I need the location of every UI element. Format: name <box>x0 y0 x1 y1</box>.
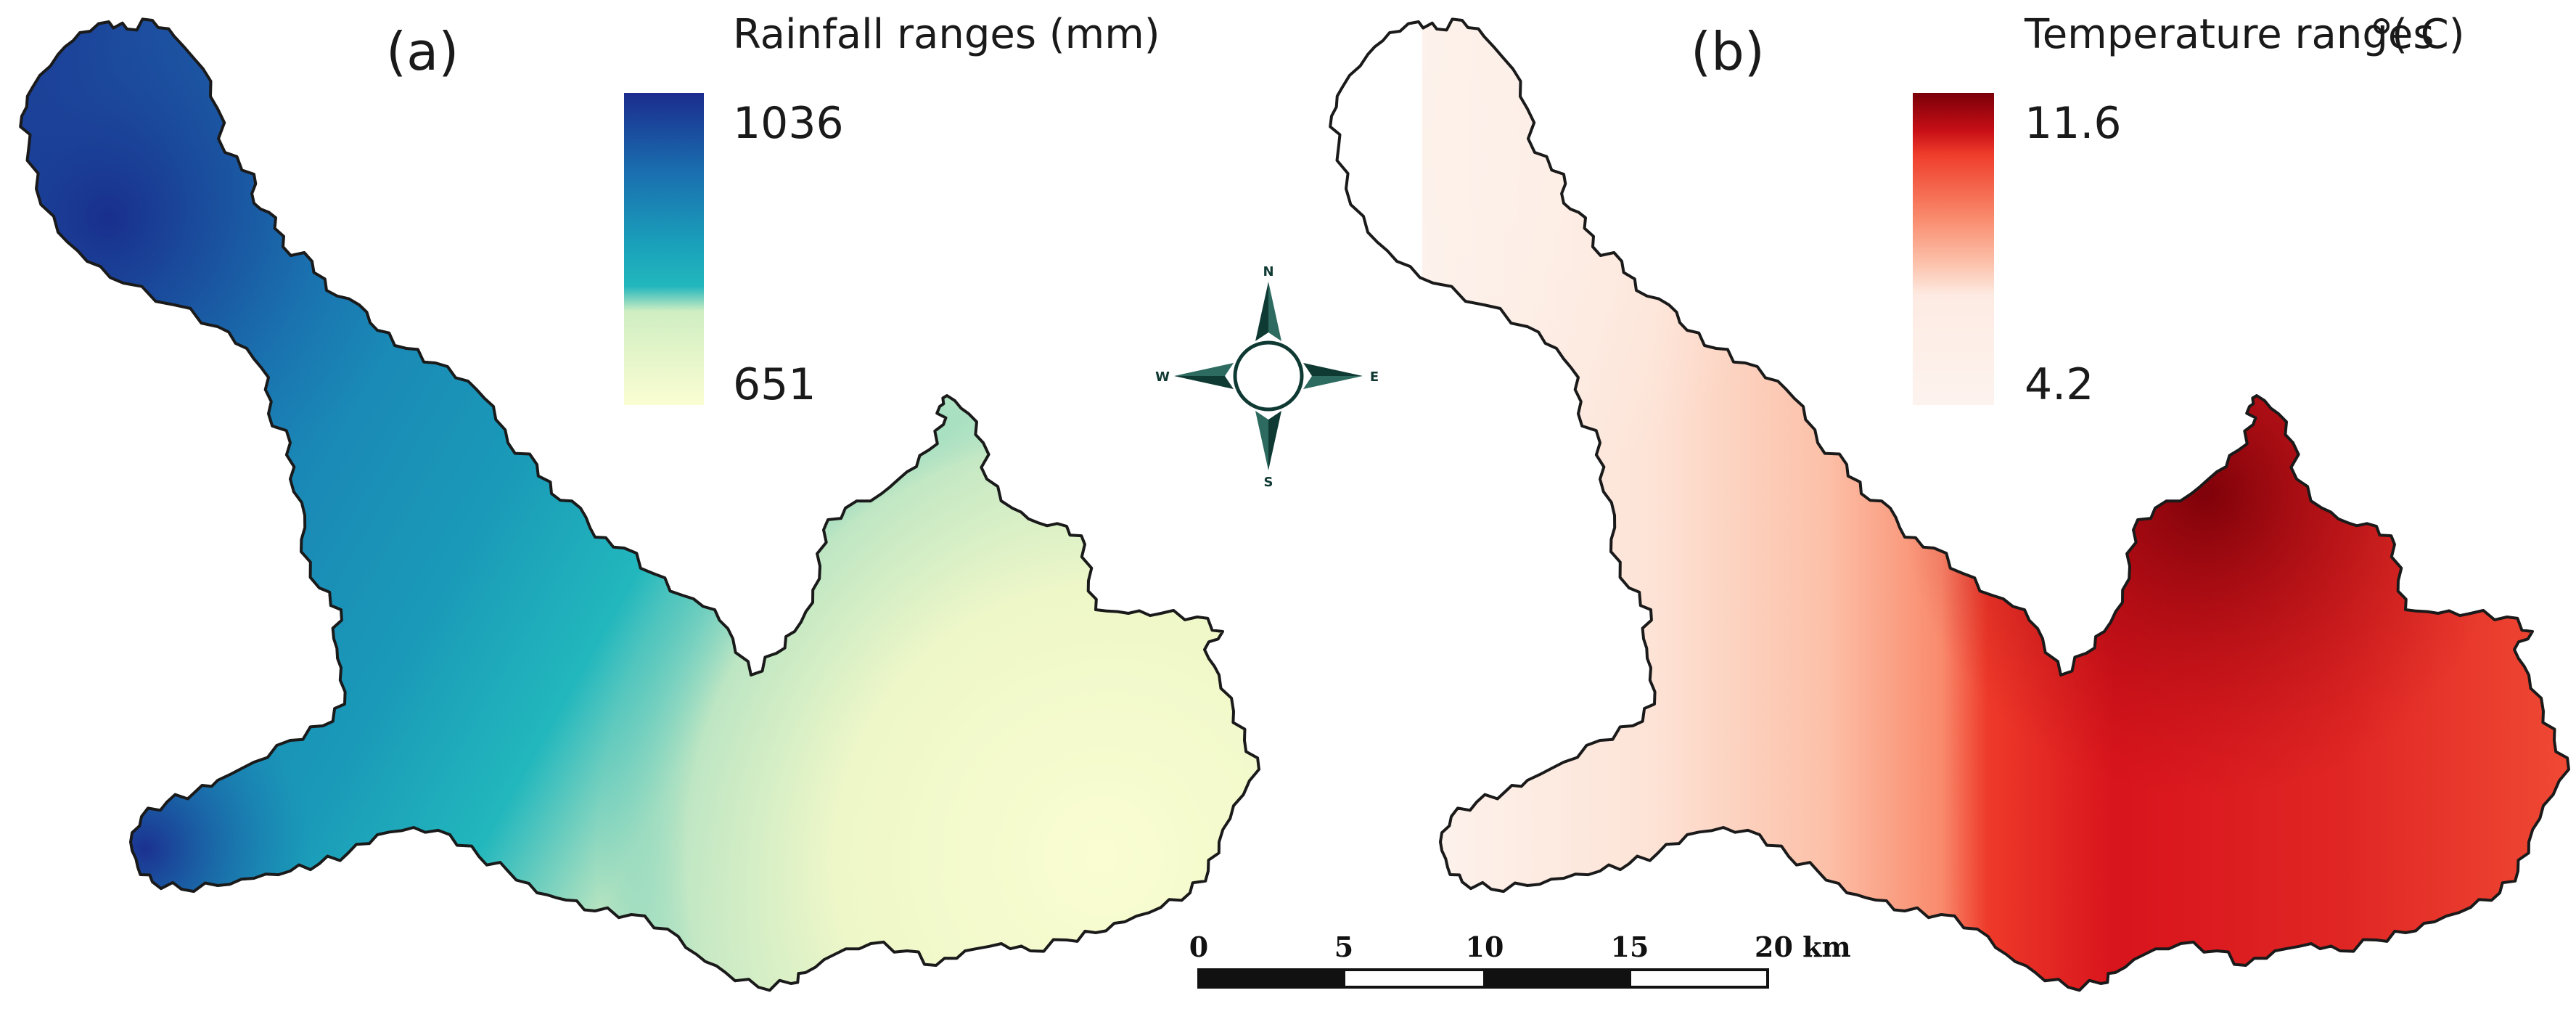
scale-tick-20: 20 km <box>1755 931 1851 963</box>
rainfall-legend-min: 651 <box>733 359 816 410</box>
temperature-legend-title: Temperature ranges <box>2024 11 2435 58</box>
scale-tick-5: 5 <box>1334 931 1353 963</box>
compass-w: W <box>1155 369 1170 385</box>
scale-segment <box>1628 968 1769 989</box>
panel-label-b: (b) <box>1691 21 1765 82</box>
north-arrow: N S W E <box>1155 264 1379 490</box>
temperature-legend-min: 4.2 <box>2025 359 2093 410</box>
watershed-boundary-b <box>1329 17 2570 992</box>
compass-star-icon <box>1174 282 1363 470</box>
temperature-legend-max: 11.6 <box>2025 98 2122 149</box>
scale-segment <box>1485 970 1630 987</box>
scale-segment <box>1342 968 1486 989</box>
temperature-legend-bar <box>1913 93 1994 405</box>
degree-symbol <box>2374 18 2390 34</box>
scale-bar: 0 5 10 15 20 km <box>1189 931 1851 989</box>
scale-segment <box>1199 970 1344 987</box>
scale-frame <box>1197 968 1769 989</box>
scale-tick-0: 0 <box>1189 931 1208 963</box>
temperature-legend-unit: ( C) <box>2392 11 2465 58</box>
scale-tick-10: 10 <box>1466 931 1504 963</box>
temperature-surface <box>1422 19 2569 991</box>
rainfall-legend-bar <box>624 93 704 405</box>
rainfall-legend-max: 1036 <box>733 98 844 149</box>
compass-s: S <box>1264 475 1273 490</box>
compass-n: N <box>1263 264 1273 279</box>
panel-a: (a) Rainfall ranges (mm) 1036 651 <box>19 11 1260 992</box>
compass-e: E <box>1370 369 1379 385</box>
scale-tick-15: 15 <box>1611 931 1649 963</box>
rainfall-legend-title: Rainfall ranges (mm) <box>733 11 1160 58</box>
panel-b: (b) Temperature ranges ( C) 11.6 4.2 <box>1329 11 2570 992</box>
watershed-boundary-a <box>19 17 1260 992</box>
panel-label-a: (a) <box>386 21 459 82</box>
